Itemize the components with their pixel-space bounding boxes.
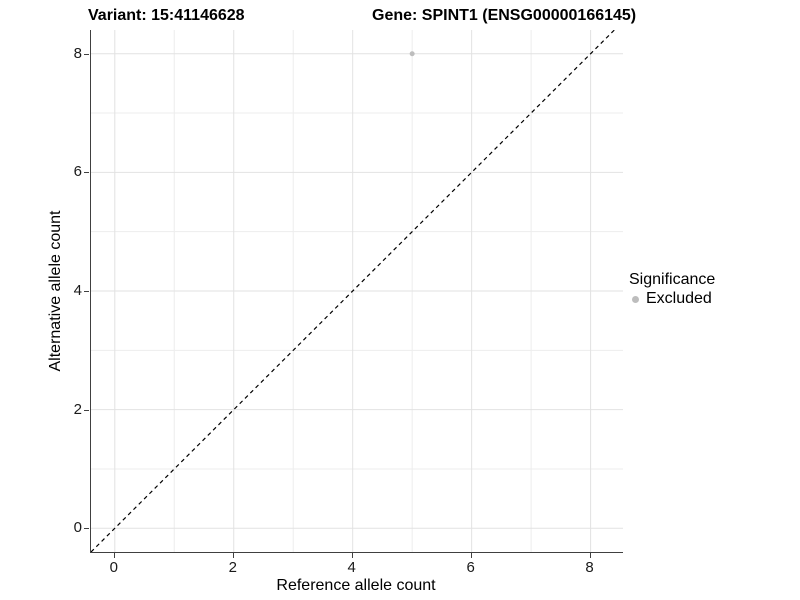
legend-key-dot-icon (632, 295, 639, 303)
x-tick-label: 0 (109, 559, 118, 576)
legend-title: Significance (629, 271, 716, 288)
y-tick-label: 8 (73, 44, 82, 62)
y-axis-title: Alternative allele count (47, 210, 64, 372)
y-tick-label: 4 (73, 282, 82, 299)
y-tick-label: 2 (73, 400, 82, 418)
x-tick-label: 2 (228, 559, 237, 576)
identity-dashed-line (91, 30, 616, 552)
x-tick-label: 8 (585, 559, 594, 576)
x-tick-mark (470, 553, 472, 558)
plot-title-variant: Variant: 15:41146628 (88, 7, 245, 24)
legend: Significance Excluded (629, 271, 715, 308)
y-tick-mark (84, 53, 89, 55)
x-tick-mark (232, 553, 234, 558)
y-tick-mark (84, 409, 89, 411)
plot-canvas (91, 30, 623, 552)
plot-title-gene: Gene: SPINT1 (ENSG00000166145) (372, 7, 637, 24)
y-tick-label: 6 (73, 163, 82, 181)
legend-items: Excluded (629, 290, 715, 308)
y-tick-label: 0 (73, 519, 82, 537)
legend-item-label: Excluded (646, 290, 712, 307)
x-axis-title: Reference allele count (276, 577, 436, 594)
x-tick-label: 4 (347, 559, 356, 576)
x-tick-mark (589, 553, 591, 558)
y-tick-mark (84, 528, 89, 530)
data-point (409, 51, 415, 57)
plot-panel (90, 30, 623, 553)
x-tick-mark (113, 553, 115, 558)
y-tick-mark (84, 172, 89, 174)
x-tick-label: 6 (466, 559, 475, 576)
x-tick-mark (351, 553, 353, 558)
legend-item: Excluded (629, 290, 715, 308)
y-tick-mark (84, 291, 89, 292)
